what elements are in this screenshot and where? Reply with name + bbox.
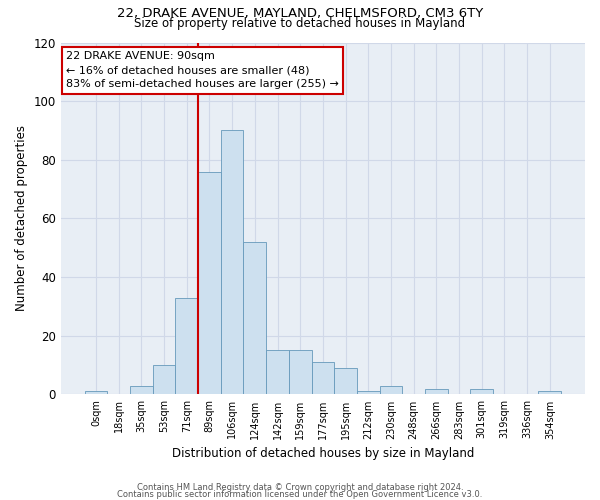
- Bar: [334, 368, 357, 394]
- Bar: [198, 172, 221, 394]
- Text: 22, DRAKE AVENUE, MAYLAND, CHELMSFORD, CM3 6TY: 22, DRAKE AVENUE, MAYLAND, CHELMSFORD, C…: [117, 8, 483, 20]
- Bar: [130, 386, 152, 394]
- Bar: [244, 242, 266, 394]
- Text: Contains HM Land Registry data © Crown copyright and database right 2024.: Contains HM Land Registry data © Crown c…: [137, 484, 463, 492]
- Bar: [266, 350, 289, 395]
- Bar: [470, 388, 493, 394]
- X-axis label: Distribution of detached houses by size in Mayland: Distribution of detached houses by size …: [172, 447, 474, 460]
- Text: 22 DRAKE AVENUE: 90sqm
← 16% of detached houses are smaller (48)
83% of semi-det: 22 DRAKE AVENUE: 90sqm ← 16% of detached…: [66, 52, 339, 90]
- Bar: [85, 392, 107, 394]
- Y-axis label: Number of detached properties: Number of detached properties: [15, 126, 28, 312]
- Text: Contains public sector information licensed under the Open Government Licence v3: Contains public sector information licen…: [118, 490, 482, 499]
- Bar: [289, 350, 311, 395]
- Bar: [221, 130, 244, 394]
- Bar: [152, 365, 175, 394]
- Bar: [357, 392, 380, 394]
- Bar: [175, 298, 198, 394]
- Bar: [538, 392, 561, 394]
- Text: Size of property relative to detached houses in Mayland: Size of property relative to detached ho…: [134, 18, 466, 30]
- Bar: [425, 388, 448, 394]
- Bar: [311, 362, 334, 394]
- Bar: [380, 386, 403, 394]
